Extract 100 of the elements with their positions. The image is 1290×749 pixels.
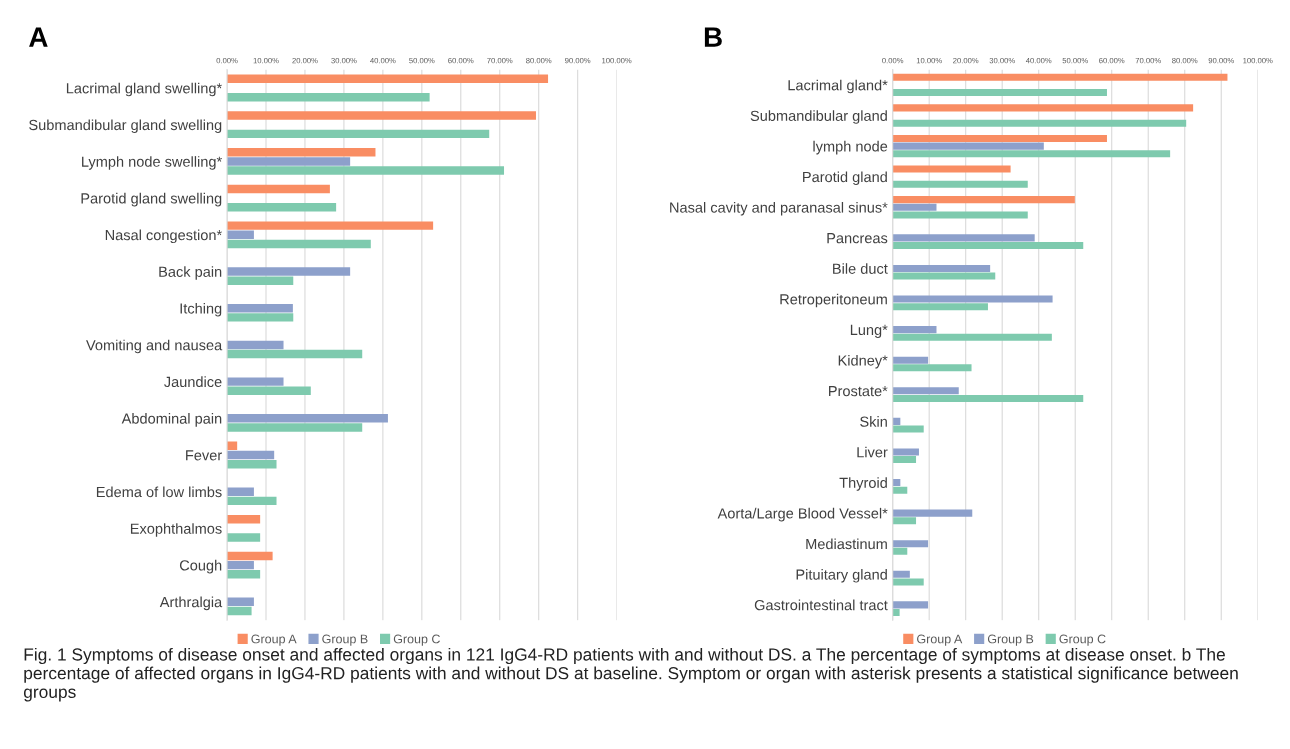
bar (227, 203, 337, 212)
y-tick-label: Liver (857, 446, 888, 458)
bar (227, 450, 275, 460)
bar (227, 221, 434, 230)
bar (892, 211, 1028, 219)
bar (892, 479, 901, 487)
y-tick-label: lymph node (813, 140, 888, 155)
bar (892, 180, 1028, 188)
y-tick-label: Exophthalmos (130, 523, 222, 537)
y-tick-label: Edema of low limbs (96, 486, 222, 498)
bar (892, 601, 929, 609)
bar (892, 547, 908, 555)
y-tick-label: Pituitary gland (796, 569, 887, 583)
bar (892, 119, 1187, 127)
bar (227, 377, 284, 386)
bar (892, 517, 917, 525)
bar (892, 394, 1084, 402)
chart-title: A (29, 27, 48, 47)
bar (227, 340, 284, 350)
y-tick-label: Cough (179, 559, 222, 574)
bar (892, 540, 929, 548)
y-tick-label: Arthralgia (159, 596, 223, 611)
bar (892, 242, 1084, 250)
chart-title: B (704, 27, 722, 47)
bar (227, 267, 351, 276)
bar (227, 111, 536, 120)
bar (227, 423, 363, 432)
bar (892, 234, 1035, 242)
y-tick-label: Gastrointestinal tract (754, 599, 888, 611)
bar (892, 303, 988, 311)
bar (892, 264, 991, 272)
bar (227, 166, 505, 175)
y-tick-label: Lacrimal gland* (788, 79, 888, 94)
y-tick-label: Lacrimal gland swelling* (66, 82, 222, 97)
y-tick-label: Thyroid (839, 477, 887, 491)
y-tick-label: Submandibular gland (750, 110, 887, 124)
y-tick-label: Parotid gland swelling (81, 192, 222, 207)
bar (892, 486, 908, 494)
bar (892, 104, 1194, 112)
y-tick-label: Mediastinum (806, 538, 887, 550)
y-tick-label: Lung* (850, 324, 888, 338)
legend-label: Group A (251, 634, 297, 646)
bar (227, 276, 294, 285)
bar (892, 165, 1011, 173)
bar (892, 150, 1171, 158)
y-tick-label: Lymph node swelling* (82, 156, 222, 170)
bar (227, 515, 261, 524)
legend-label: Group B (987, 634, 1034, 646)
y-tick-label: Aorta/Large Blood Vessel* (717, 507, 888, 522)
bar (892, 448, 919, 456)
bar (892, 609, 900, 617)
y-tick-label: Back pain (159, 266, 222, 280)
bar (227, 386, 311, 396)
bar (227, 184, 330, 194)
bar (892, 326, 937, 334)
bar (227, 230, 254, 240)
y-tick-label: Bile duct (833, 263, 888, 274)
y-tick-label: Submandibular gland swelling (29, 119, 222, 134)
bar (227, 459, 277, 469)
bar (227, 148, 376, 157)
bar (227, 533, 261, 542)
caption: Fig. 1 Symptoms of disease onset and affected organs in 121 IgG4-RD patients with and without DS. a The percentage of symptoms at disease onset. b The percentage of affected organs in IgG4-RD patients with and without DS at baseline. Symptom or organ with asterisk presents a statistical significance between groups (23, 647, 1238, 702)
y-tick-label: Jaundice (164, 376, 222, 388)
y-tick-label: Nasal cavity and paranasal sinus* (670, 202, 888, 216)
bar (892, 578, 924, 586)
bar (892, 333, 1052, 341)
bar (892, 89, 1107, 97)
bar (892, 387, 959, 395)
y-tick-label: Parotid gland (803, 171, 887, 186)
bar (227, 349, 363, 359)
bar (227, 414, 388, 423)
bar (227, 606, 252, 616)
legend-label: Group C (393, 634, 440, 646)
y-tick-label: Retroperitoneum (780, 293, 887, 308)
y-tick-label: Abdominal pain (121, 413, 222, 427)
bar (227, 313, 294, 322)
bar (892, 425, 924, 433)
bar (227, 551, 273, 561)
bar (227, 496, 277, 506)
bar (892, 295, 1053, 303)
bar (227, 129, 490, 139)
bar (227, 570, 261, 579)
y-tick-label: Nasal congestion* (105, 229, 222, 244)
bar (227, 303, 293, 313)
y-tick-label: Skin (860, 416, 887, 427)
bar (892, 456, 917, 464)
bar (892, 203, 937, 211)
bar (227, 92, 430, 102)
y-tick-label: Vomiting and nausea (86, 339, 223, 354)
y-tick-label: Prostate* (829, 386, 888, 397)
bar (892, 570, 910, 578)
bar (227, 157, 351, 166)
bar (227, 597, 254, 607)
bar (227, 74, 549, 84)
bar (892, 142, 1044, 150)
bar (892, 356, 929, 364)
bar (892, 509, 973, 517)
bar (227, 239, 371, 249)
legend-label: Group A (917, 634, 963, 646)
legend-label: Group B (322, 634, 368, 646)
